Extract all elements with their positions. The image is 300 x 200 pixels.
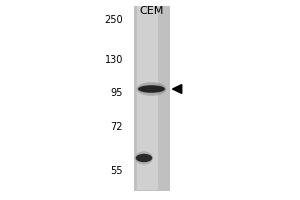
Ellipse shape bbox=[135, 151, 153, 165]
Polygon shape bbox=[172, 85, 182, 93]
Text: 55: 55 bbox=[110, 166, 123, 176]
Bar bbox=[134, 6, 169, 190]
Text: 250: 250 bbox=[104, 15, 123, 25]
Ellipse shape bbox=[137, 82, 166, 96]
Text: CEM: CEM bbox=[139, 6, 164, 16]
Ellipse shape bbox=[136, 154, 152, 162]
Text: 130: 130 bbox=[105, 55, 123, 65]
Bar bbox=[136, 6, 158, 190]
Text: 95: 95 bbox=[111, 88, 123, 98]
Text: 72: 72 bbox=[110, 122, 123, 132]
Ellipse shape bbox=[138, 85, 165, 93]
